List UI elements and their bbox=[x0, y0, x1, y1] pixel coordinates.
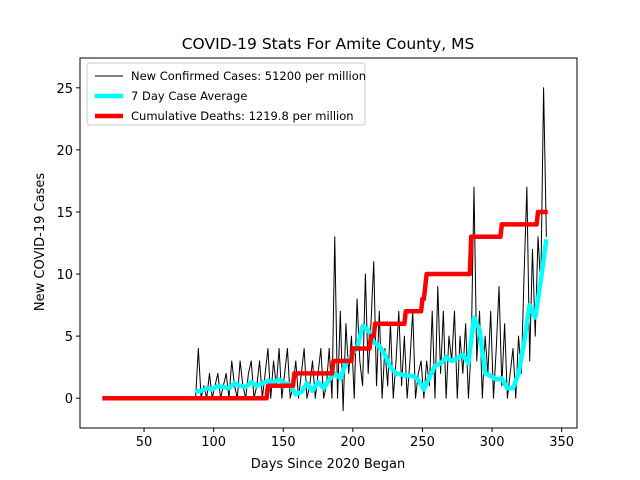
x-tick-label: 300 bbox=[480, 435, 505, 450]
x-tick-label: 350 bbox=[549, 435, 574, 450]
chart-title: COVID-19 Stats For Amite County, MS bbox=[182, 35, 475, 53]
legend-label: Cumulative Deaths: 1219.8 per million bbox=[131, 109, 354, 123]
axes-frame bbox=[79, 57, 578, 429]
x-tick-label: 250 bbox=[410, 435, 435, 450]
x-axis-label: Days Since 2020 Began bbox=[251, 457, 406, 472]
y-tick-label: 15 bbox=[56, 206, 73, 221]
legend: New Confirmed Cases: 51200 per million 7 … bbox=[86, 62, 366, 126]
y-tick-label: 5 bbox=[65, 330, 73, 345]
x-tick-label: 200 bbox=[340, 435, 365, 450]
plot-area bbox=[102, 87, 549, 412]
y-tick-label: 20 bbox=[56, 144, 73, 159]
y-tick-label: 10 bbox=[56, 268, 73, 283]
series-line bbox=[102, 209, 548, 401]
legend-label: New Confirmed Cases: 51200 per million bbox=[131, 69, 366, 83]
x-tick-label: 150 bbox=[271, 435, 296, 450]
y-tick-label: 0 bbox=[65, 392, 73, 407]
y-axis-label: New COVID-19 Cases bbox=[33, 173, 48, 311]
x-tick-label: 50 bbox=[136, 435, 153, 450]
legend-label: 7 Day Case Average bbox=[131, 89, 247, 103]
legend-box bbox=[86, 62, 366, 126]
x-tick-label: 100 bbox=[201, 435, 226, 450]
y-tick-label: 25 bbox=[56, 82, 73, 97]
